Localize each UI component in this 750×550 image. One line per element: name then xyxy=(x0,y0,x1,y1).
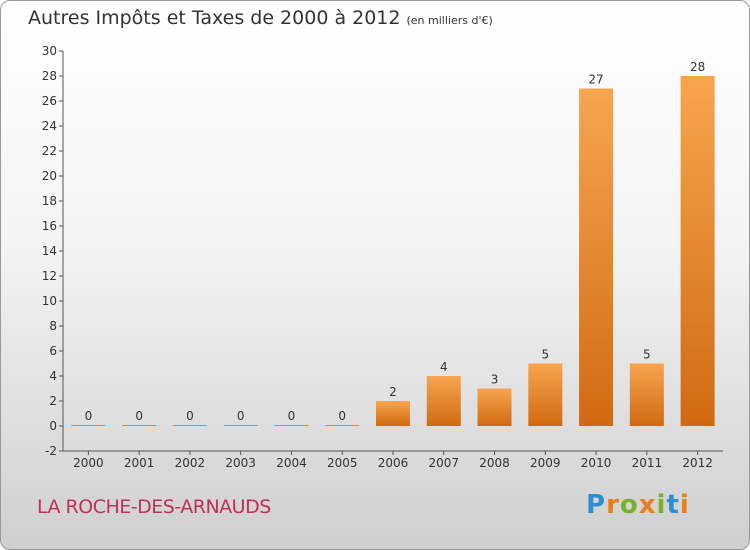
chart-subtitle: (en milliers d'€) xyxy=(406,14,493,27)
data-label-2007: 4 xyxy=(440,360,448,374)
x-tick-label: 2000 xyxy=(73,456,104,470)
y-tick-label: 6 xyxy=(49,344,57,358)
logo-letter: o xyxy=(619,490,639,520)
bar-2007 xyxy=(426,376,461,426)
y-tick-label: 28 xyxy=(42,69,57,83)
bar-2002 xyxy=(172,425,207,426)
bar-2005 xyxy=(325,425,360,426)
bar-2009 xyxy=(528,363,563,426)
data-label-2001: 0 xyxy=(135,409,143,423)
bar-2004 xyxy=(274,425,309,426)
data-labels: 0 0 0 0 0 0 2 4 3 5 27 5 28 xyxy=(85,60,706,423)
chart-title-text: Autres Impôts et Taxes de 2000 à 2012 xyxy=(28,7,401,29)
x-tick-label: 2006 xyxy=(378,456,409,470)
y-tick-label: -2 xyxy=(45,444,57,458)
y-tick-label: 16 xyxy=(42,219,57,233)
bar-2003 xyxy=(223,425,258,426)
x-tick-label: 2002 xyxy=(175,456,206,470)
y-tick-label: 26 xyxy=(42,94,57,108)
bar-2010 xyxy=(579,88,614,426)
data-label-2006: 2 xyxy=(389,385,397,399)
x-tick-label: 2011 xyxy=(632,456,663,470)
bars xyxy=(71,76,715,426)
x-tick-label: 2001 xyxy=(124,456,155,470)
bar-2012 xyxy=(680,76,715,426)
x-tick-label: 2009 xyxy=(530,456,561,470)
data-label-2011: 5 xyxy=(643,348,651,362)
chart-title: Autres Impôts et Taxes de 2000 à 2012 (en… xyxy=(28,7,493,29)
bar-2011 xyxy=(629,363,664,426)
x-tick-label: 2010 xyxy=(581,456,612,470)
data-label-2000: 0 xyxy=(85,409,93,423)
data-label-2012: 28 xyxy=(690,60,705,74)
y-tick-label: 20 xyxy=(42,169,57,183)
bar-2000 xyxy=(71,425,106,426)
logo-letter: r xyxy=(606,490,620,520)
logo-letter: P xyxy=(586,490,607,520)
y-tick-label: 10 xyxy=(42,294,57,308)
y-tick-label: 4 xyxy=(49,369,57,383)
y-tick-label: 22 xyxy=(42,144,57,158)
logo-letter: t xyxy=(666,490,680,520)
data-label-2009: 5 xyxy=(541,348,549,362)
data-label-2010: 27 xyxy=(588,73,603,87)
x-tick-label: 2005 xyxy=(327,456,358,470)
data-label-2004: 0 xyxy=(288,409,296,423)
bar-2008 xyxy=(477,388,512,426)
logo-letter: i xyxy=(656,490,667,520)
data-label-2003: 0 xyxy=(237,409,245,423)
x-tick-label: 2007 xyxy=(428,456,459,470)
logo-letter: x xyxy=(638,490,657,520)
y-tick-label: 8 xyxy=(49,319,57,333)
bar-2006 xyxy=(376,401,410,426)
data-label-2005: 0 xyxy=(338,409,346,423)
x-tick-label: 2003 xyxy=(225,456,256,470)
x-tick-label: 2008 xyxy=(479,456,510,470)
x-tick-label: 2004 xyxy=(276,456,307,470)
x-tick-label: 2012 xyxy=(682,456,713,470)
commune-name: LA ROCHE-DES-ARNAUDS xyxy=(37,496,271,518)
y-tick-label: 2 xyxy=(49,394,57,408)
proxiti-logo: Proxiti xyxy=(586,490,690,520)
y-tick-label: 24 xyxy=(42,119,57,133)
y-tick-label: 14 xyxy=(42,244,57,258)
data-label-2008: 3 xyxy=(491,373,499,387)
y-tick-label: 12 xyxy=(42,269,57,283)
y-tick-label: 18 xyxy=(42,194,57,208)
y-tick-label: 30 xyxy=(42,44,57,58)
y-tick-label: 0 xyxy=(49,419,57,433)
bar-2001 xyxy=(122,425,157,426)
logo-letter: i xyxy=(679,490,690,520)
data-label-2002: 0 xyxy=(186,409,194,423)
